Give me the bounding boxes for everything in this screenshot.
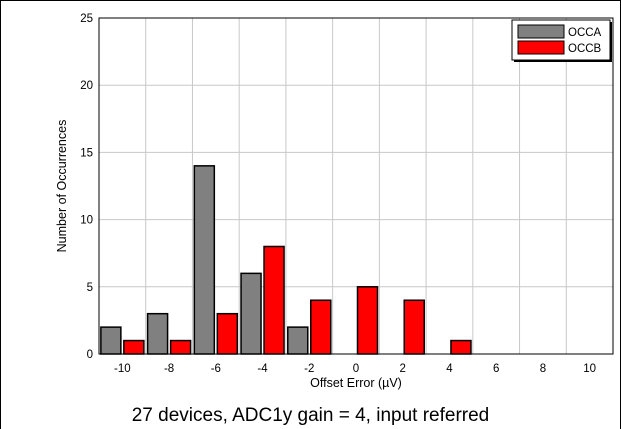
plot-border bbox=[98, 17, 614, 355]
x-tick-label: -8 bbox=[164, 363, 174, 375]
bar-occb bbox=[216, 312, 239, 355]
chart-caption: 27 devices, ADC1y gain = 4, input referr… bbox=[131, 405, 490, 426]
x-tick-label: -2 bbox=[304, 363, 314, 375]
legend-label-occb: OCCB bbox=[568, 43, 602, 55]
y-tick-label: 5 bbox=[87, 282, 93, 294]
y-tick-label: 15 bbox=[80, 147, 93, 159]
histogram-chart: 0 5 10 15 20 25 -10 -8 -6 -4 -2 0 2 4 6 8 10 Number of … bbox=[55, 13, 614, 390]
bar-occa bbox=[240, 272, 262, 355]
x-axis-title: Offset Error (µV) bbox=[310, 376, 402, 390]
y-axis-title: Number of Occurrences bbox=[55, 120, 69, 253]
x-tick-label: 0 bbox=[353, 363, 359, 375]
y-tick-label: 20 bbox=[80, 80, 93, 92]
x-tick-label: 10 bbox=[583, 363, 596, 375]
legend-swatch-occa bbox=[517, 24, 565, 39]
x-tick-label: -10 bbox=[114, 363, 131, 375]
bar-occb bbox=[123, 339, 145, 355]
x-axis-ticks: -10 -8 -6 -4 -2 0 2 4 6 8 10 bbox=[114, 363, 596, 375]
bar-occa bbox=[100, 326, 122, 355]
x-tick-label: 4 bbox=[446, 363, 453, 375]
bar-occb bbox=[263, 245, 285, 355]
bar-occa bbox=[193, 165, 216, 355]
bar-occb bbox=[403, 299, 425, 355]
legend-swatch-occb bbox=[517, 40, 565, 55]
y-tick-label: 10 bbox=[80, 215, 93, 227]
y-tick-label: 0 bbox=[87, 349, 93, 361]
y-axis-ticks: 0 5 10 15 20 25 bbox=[80, 13, 93, 361]
bar-occa bbox=[287, 326, 309, 355]
legend: OCCA OCCB bbox=[511, 19, 612, 62]
grid bbox=[99, 17, 613, 355]
x-tick-label: -4 bbox=[257, 363, 268, 375]
bar-occb bbox=[169, 339, 192, 355]
bar-occb bbox=[450, 339, 472, 355]
bar-occb bbox=[310, 299, 332, 355]
bar-occa bbox=[146, 312, 169, 355]
x-tick-label: 8 bbox=[540, 363, 546, 375]
y-tick-label: 25 bbox=[80, 13, 93, 25]
x-tick-label: -6 bbox=[211, 363, 221, 375]
x-tick-label: 2 bbox=[400, 363, 406, 375]
legend-label-occa: OCCA bbox=[568, 27, 602, 39]
bar-occb bbox=[356, 286, 379, 355]
x-tick-label: 6 bbox=[493, 363, 499, 375]
